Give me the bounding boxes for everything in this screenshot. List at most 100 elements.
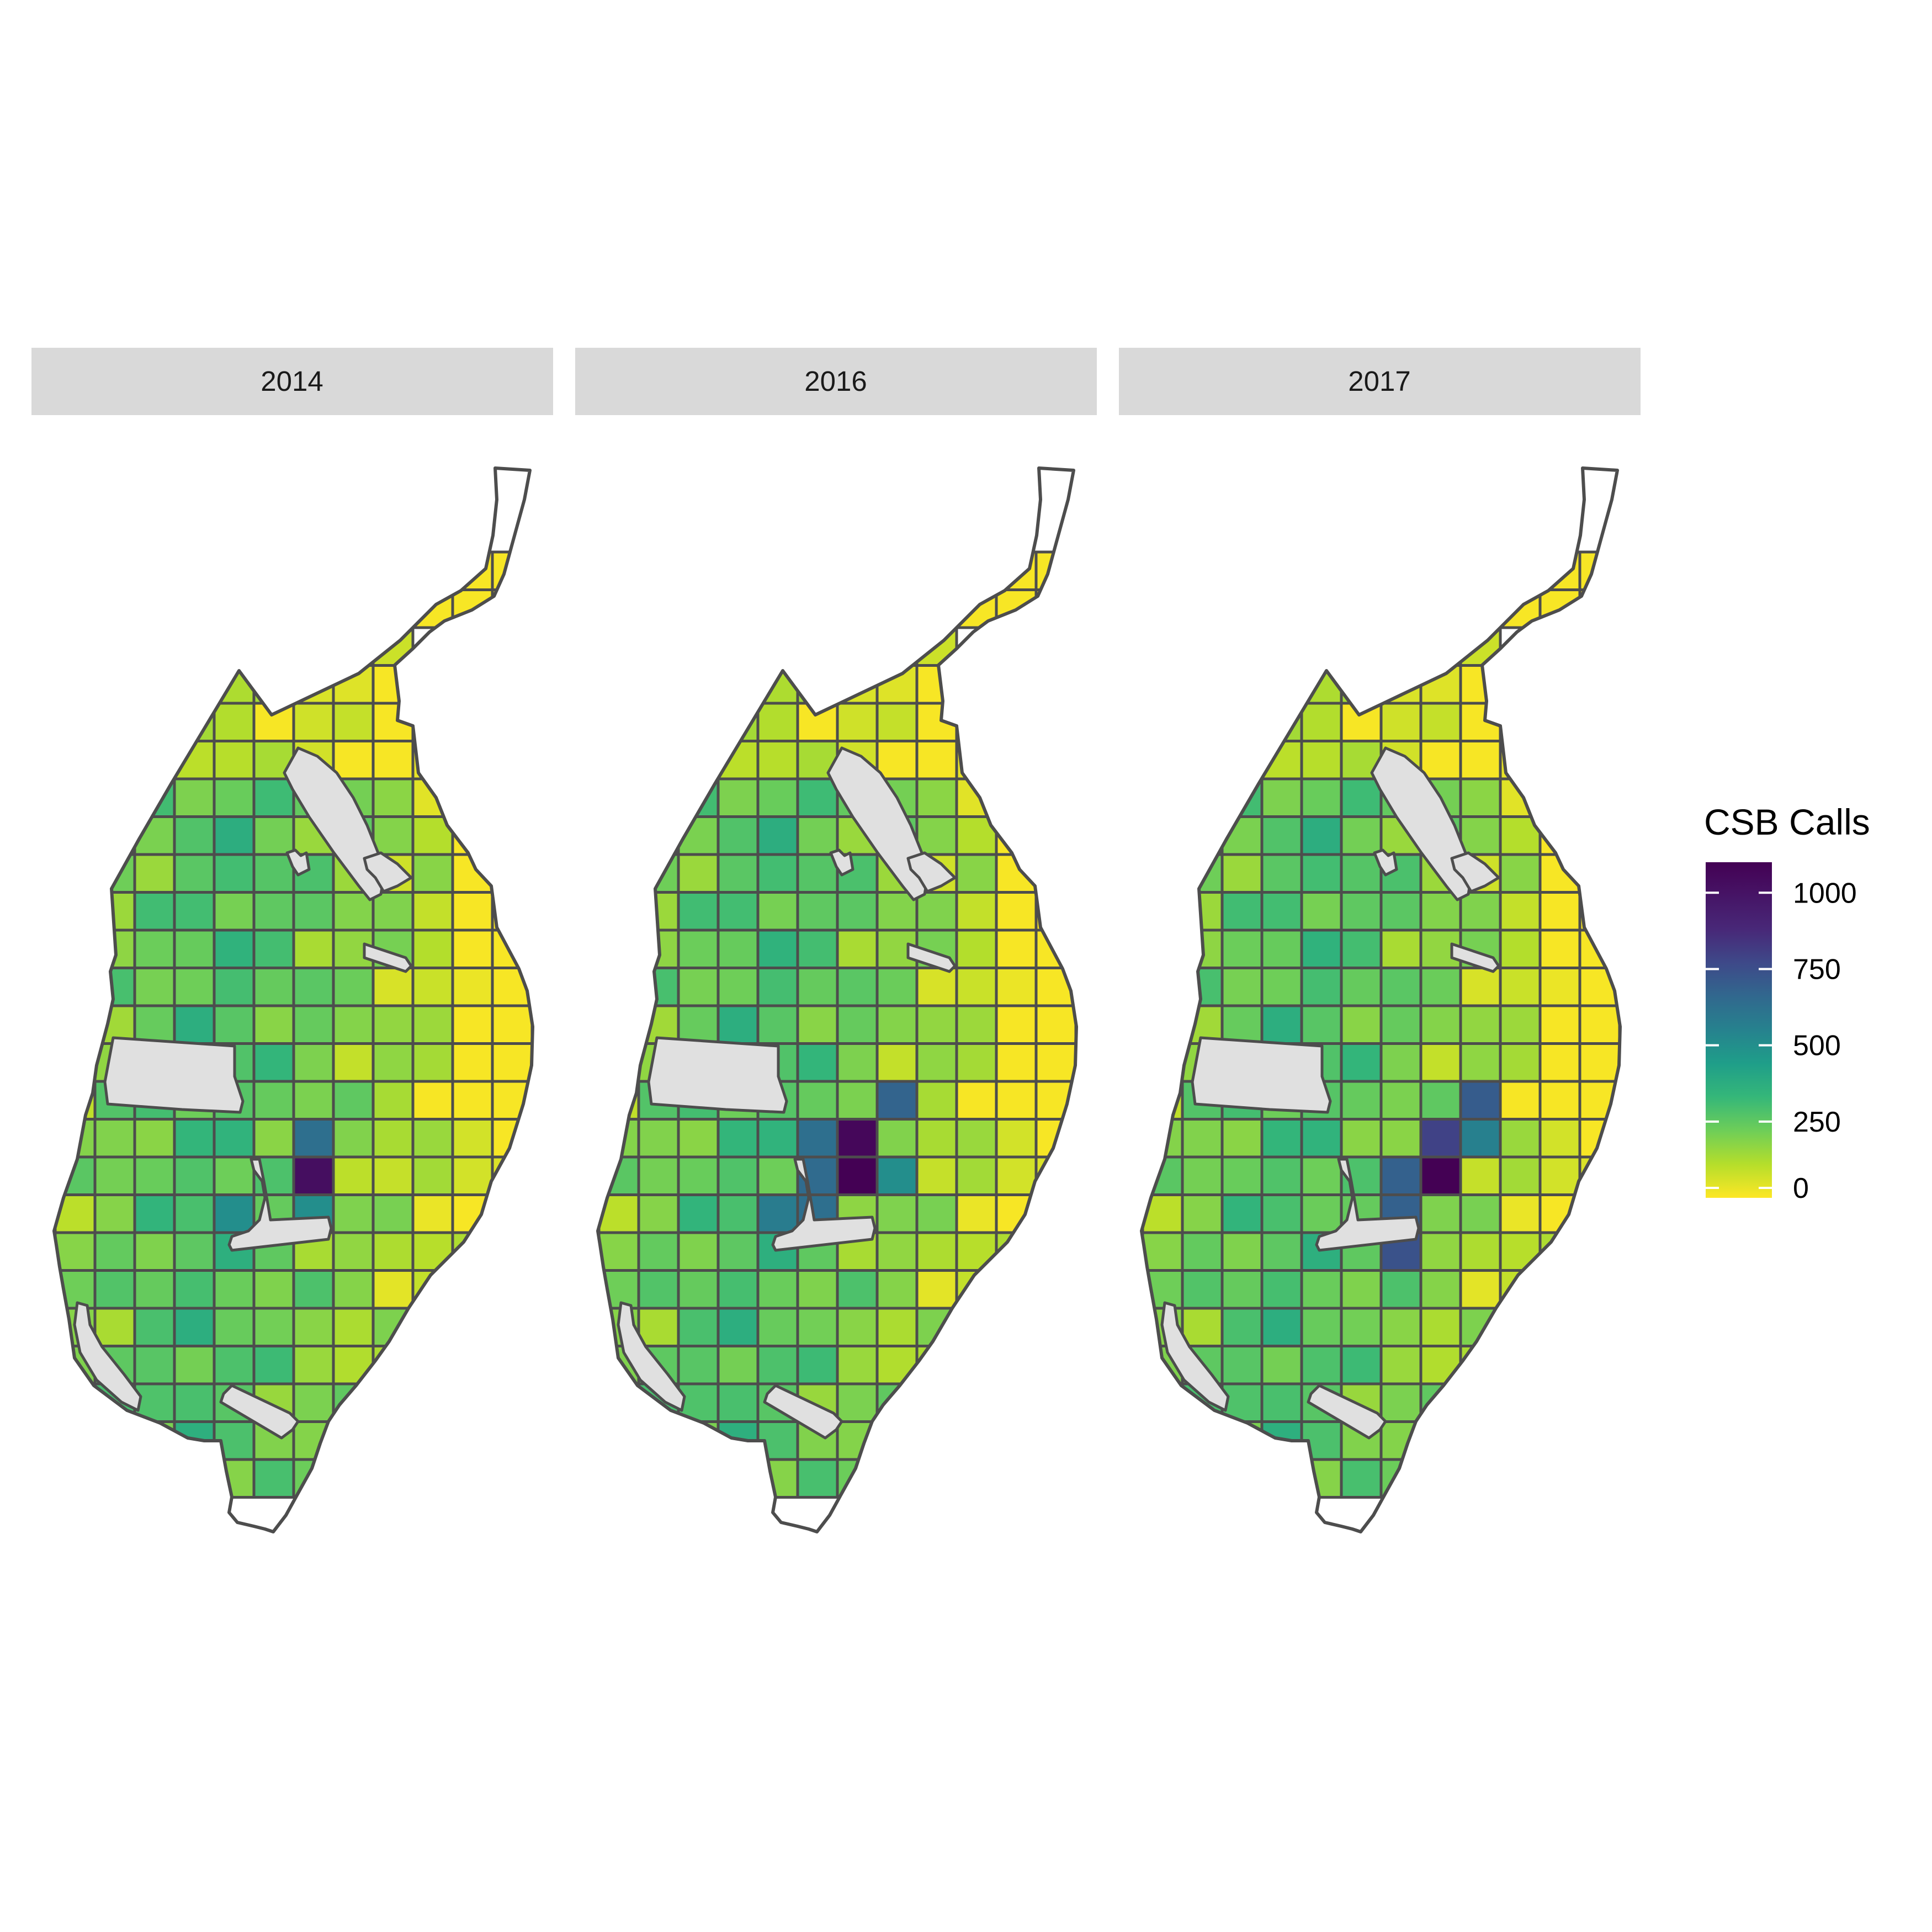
- grid-cell: [955, 777, 998, 818]
- grid-cell: [1379, 702, 1423, 742]
- grid-cell: [875, 1345, 919, 1386]
- grid-cell: [332, 1307, 375, 1347]
- city-boundary: [1140, 466, 1622, 1533]
- grid-cell: [915, 815, 958, 856]
- grid-cell: [213, 1004, 256, 1045]
- grid-cell: [371, 967, 415, 1007]
- grid-cell: [1260, 1193, 1303, 1234]
- grid-cell: [995, 1231, 1038, 1272]
- grid-cell: [1300, 891, 1343, 932]
- grid-cell: [411, 777, 454, 818]
- grid-cell: [716, 891, 760, 932]
- facet-strip-label-2014: 2014: [261, 365, 323, 397]
- excluded-area: [1450, 942, 1500, 973]
- grid-cell: [371, 1193, 415, 1234]
- grid-cell: [677, 1345, 720, 1386]
- grid-cell: [915, 1004, 958, 1045]
- grid-cell: [1220, 1269, 1264, 1310]
- grid-cell: [995, 1155, 1038, 1196]
- grid-cell: [756, 1345, 799, 1386]
- grid-cell: [491, 891, 533, 932]
- grid-cell: [1260, 967, 1303, 1007]
- grid-cell: [677, 1118, 720, 1159]
- grid-cell: [716, 815, 760, 856]
- grid-cell: [637, 1155, 680, 1196]
- grid-cell: [54, 1382, 97, 1423]
- grid-cell: [332, 1269, 375, 1310]
- grid-cell: [716, 967, 760, 1007]
- grid-cell: [756, 1118, 799, 1159]
- grid-cell: [1459, 891, 1502, 932]
- grid-cell: [1142, 1231, 1184, 1272]
- grid-cell: [1220, 967, 1264, 1007]
- grid-cell: [371, 1004, 415, 1045]
- grid-cell: [173, 1118, 216, 1159]
- excluded-area: [826, 746, 929, 901]
- legend-tick-label: 0: [1793, 1172, 1809, 1204]
- grid-cell: [1379, 1345, 1423, 1386]
- grid-cell: [411, 1080, 454, 1121]
- grid-cell: [1220, 1231, 1264, 1272]
- excluded-area: [1373, 848, 1398, 877]
- grid-cell: [995, 1042, 1038, 1083]
- grid-cell: [796, 815, 839, 856]
- grid-cell: [756, 1004, 799, 1045]
- grid-cell: [915, 1080, 958, 1121]
- grid-cell: [756, 815, 799, 856]
- grid-cell: [875, 626, 919, 667]
- grid-cell: [756, 777, 799, 818]
- grid-cell: [133, 1307, 176, 1347]
- facet-strip-2017: [1119, 348, 1641, 415]
- grid-cell: [1260, 1118, 1303, 1159]
- grid-cell: [955, 1080, 998, 1121]
- excluded-area: [363, 942, 413, 973]
- grid-cell: [756, 1269, 799, 1310]
- grid-cell: [1419, 1004, 1462, 1045]
- grid-cell: [836, 1080, 879, 1121]
- grid-cell: [875, 1004, 919, 1045]
- grid-cell: [252, 1458, 295, 1499]
- grid-cell: [756, 740, 799, 781]
- grid-cell: [1459, 1155, 1502, 1196]
- grid-cell: [1142, 1382, 1184, 1423]
- grid-cell: [716, 1231, 760, 1272]
- grid-cell: [371, 1118, 415, 1159]
- grid-cell: [1459, 1118, 1502, 1159]
- grid-cell: [213, 928, 256, 969]
- grid-cell: [1300, 815, 1343, 856]
- grid-cell: [1220, 928, 1264, 969]
- grid-cell: [1260, 928, 1303, 969]
- grid-cell: [292, 1155, 335, 1196]
- grid-cell: [875, 1231, 919, 1272]
- grid-cell: [252, 777, 295, 818]
- grid-cell: [292, 967, 335, 1007]
- grid-cell: [1538, 1004, 1581, 1045]
- grid-cell: [995, 891, 1038, 932]
- grid-cell: [133, 928, 176, 969]
- grid-cell: [332, 1345, 375, 1386]
- grid-cell: [637, 1193, 680, 1234]
- grid-cell: [796, 1080, 839, 1121]
- grid-cell: [93, 1269, 136, 1310]
- grid-cell: [1578, 1155, 1620, 1196]
- grid-cell: [915, 1231, 958, 1272]
- grid-cell: [292, 1004, 335, 1045]
- excluded-area: [906, 942, 957, 973]
- grid-cell: [1499, 1231, 1542, 1272]
- grid-cell: [411, 1193, 454, 1234]
- grid-cell: [796, 1042, 839, 1083]
- grid-cell: [796, 1307, 839, 1347]
- grid-cell: [173, 928, 216, 969]
- grid-cell: [371, 815, 415, 856]
- grid-cell: [133, 1345, 176, 1386]
- grid-cell: [411, 1269, 454, 1310]
- grid-cell: [796, 1269, 839, 1310]
- grid-cell: [371, 1231, 415, 1272]
- grid-cell: [1538, 891, 1581, 932]
- grid-cell: [836, 1042, 879, 1083]
- grid-cell: [915, 1269, 958, 1310]
- grid-cell: [955, 1269, 998, 1310]
- grid-cell: [252, 1042, 295, 1083]
- excluded-area: [1315, 1158, 1420, 1252]
